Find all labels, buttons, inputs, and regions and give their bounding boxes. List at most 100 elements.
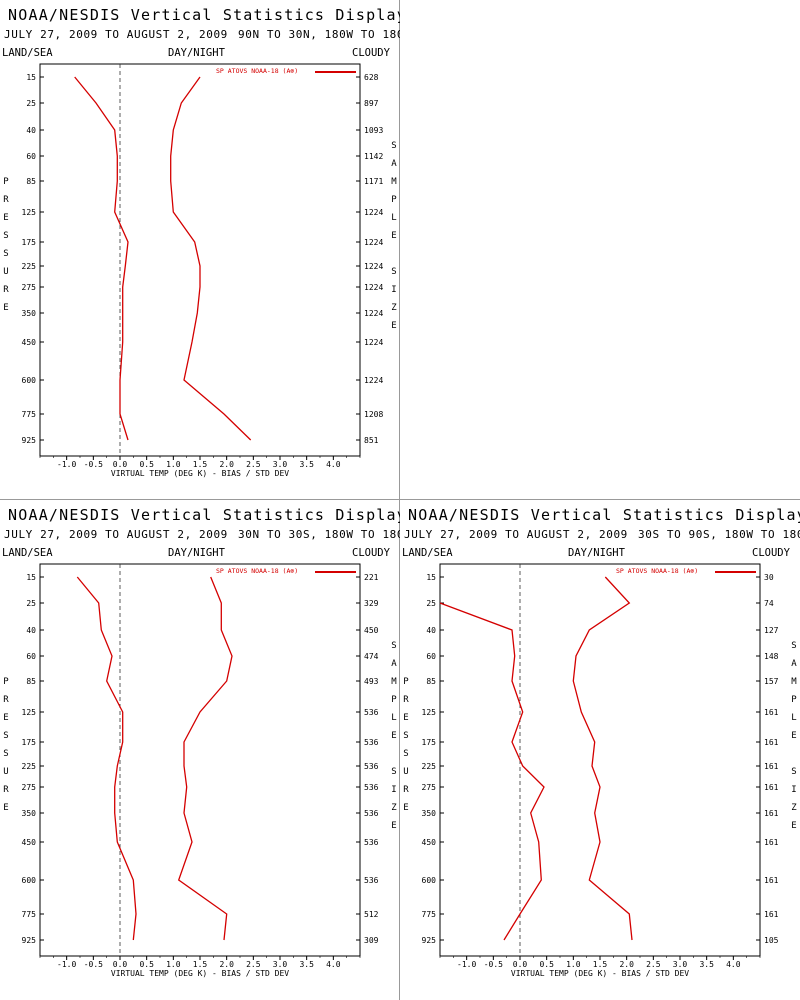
x-tick-label: 2.0 [219,960,234,969]
pressure-tick-label: 225 [422,762,437,771]
series-line-std-dev [572,576,633,941]
pressure-tick-label: 25 [26,99,36,108]
sample-size-label: 30 [764,573,774,582]
y-axis-title-letter: E [3,213,8,223]
y-axis-title-letter: P [3,677,9,687]
series-line-std-dev [170,76,252,441]
right-axis-title-letter: L [391,213,396,223]
x-tick-label: 0.0 [513,960,528,969]
pressure-tick-label: 450 [22,338,37,347]
pressure-tick-label: 125 [422,708,437,717]
pressure-tick-label: 125 [22,208,37,217]
y-axis-title-letter: E [3,303,8,313]
right-axis-title-letter: E [391,321,396,331]
sample-size-label: 161 [764,838,779,847]
x-axis-title: VIRTUAL TEMP (DEG K) - BIAS / STD DEV [111,969,289,978]
pressure-tick-label: 40 [426,626,436,635]
pressure-tick-label: 275 [22,783,37,792]
pressure-tick-label: 85 [26,677,36,686]
chart-panel-2: NOAA/NESDIS Vertical Statistics Display J… [0,500,400,1000]
y-axis-title-letter: R [3,785,9,795]
pressure-tick-label: 350 [22,809,37,818]
pressure-tick-label: 600 [22,376,37,385]
y-axis-title-letter: S [3,249,8,259]
pressure-tick-label: 600 [22,876,37,885]
date-range: JULY 27, 2009 TO AUGUST 2, 2009 [4,28,228,41]
sample-size-label: 1224 [364,238,383,247]
header-land-sea: LAND/SEA [2,47,53,59]
right-axis-title-letter: S [391,267,396,277]
region-label: 30N TO 30S, 180W TO 180E [238,528,400,541]
x-tick-label: 0.5 [139,960,154,969]
sample-size-label: 536 [364,783,379,792]
right-axis-title-letter: E [791,731,796,741]
x-tick-label: 4.0 [326,960,341,969]
region-label: 30S TO 90S, 180W TO 180E [638,528,800,541]
x-tick-label: 0.5 [139,460,154,469]
x-tick-label: 3.5 [299,960,314,969]
right-axis-title-letter: S [391,141,396,151]
date-range: JULY 27, 2009 TO AUGUST 2, 2009 [404,528,628,541]
sample-size-label: 1224 [364,262,383,271]
plot-frame [39,63,361,457]
right-axis-title-letter: Z [391,303,397,313]
x-tick-label: -1.0 [457,960,476,969]
sample-size-label: 161 [764,762,779,771]
sample-size-label: 161 [764,708,779,717]
pressure-tick-label: 15 [426,573,436,582]
y-axis-title-letter: S [3,731,8,741]
sample-size-label: 897 [364,99,379,108]
right-axis-title-letter: M [391,677,397,687]
right-axis-title-letter: A [391,159,397,169]
pressure-tick-label: 925 [422,936,437,945]
right-axis-title-letter: S [391,767,396,777]
pressure-tick-label: 350 [422,809,437,818]
sample-size-label: 1093 [364,126,383,135]
right-axis-title-letter: E [791,821,796,831]
right-axis-title-letter: I [391,785,396,795]
sample-size-label: 329 [364,599,379,608]
x-tick-label: 0.0 [113,960,128,969]
sample-size-label: 157 [764,677,779,686]
y-axis-title-letter: R [403,785,409,795]
x-tick-label: 1.5 [193,960,208,969]
x-tick-label: 3.5 [699,960,714,969]
sample-size-label: 536 [364,762,379,771]
pressure-tick-label: 925 [22,436,37,445]
y-axis-title-letter: R [3,195,9,205]
header-land-sea: LAND/SEA [2,547,53,559]
sample-size-label: 148 [764,652,779,661]
sample-size-label: 536 [364,876,379,885]
chart-svg: NOAA/NESDIS Vertical Statistics Display J… [402,506,800,978]
x-axis-title: VIRTUAL TEMP (DEG K) - BIAS / STD DEV [111,469,289,478]
header-day-night: DAY/NIGHT [568,547,626,559]
y-axis-title-letter: R [3,695,9,705]
y-axis-title-letter: S [403,749,408,759]
legend-label: SP ATOVS NOAA-18 (A⊗) [616,567,698,575]
header-day-night: DAY/NIGHT [168,547,226,559]
right-axis-title-letter: I [391,285,396,295]
pressure-tick-label: 775 [22,410,37,419]
right-axis-title-letter: P [391,695,397,705]
x-tick-label: 2.5 [246,460,261,469]
right-axis-title-letter: M [391,177,397,187]
series-line-bias [74,76,129,441]
y-axis-title-letter: U [3,267,8,277]
y-axis-title-letter: E [403,803,408,813]
sample-size-label: 161 [764,876,779,885]
right-axis-title-letter: E [391,821,396,831]
pressure-tick-label: 40 [26,626,36,635]
x-tick-label: 2.5 [646,960,661,969]
sample-size-label: 74 [764,599,774,608]
pressure-tick-label: 125 [22,708,37,717]
pressure-tick-label: 775 [422,910,437,919]
pressure-tick-label: 600 [422,876,437,885]
chart-title: NOAA/NESDIS Vertical Statistics Display [408,506,800,524]
x-tick-label: 1.0 [166,460,181,469]
sample-size-label: 1224 [364,208,383,217]
x-tick-label: -1.0 [57,960,76,969]
chart-title: NOAA/NESDIS Vertical Statistics Display [8,6,400,24]
chart-panel-1: NOAA/NESDIS Vertical Statistics Display J… [0,0,400,500]
pressure-tick-label: 25 [426,599,436,608]
y-axis-title-letter: P [403,677,409,687]
